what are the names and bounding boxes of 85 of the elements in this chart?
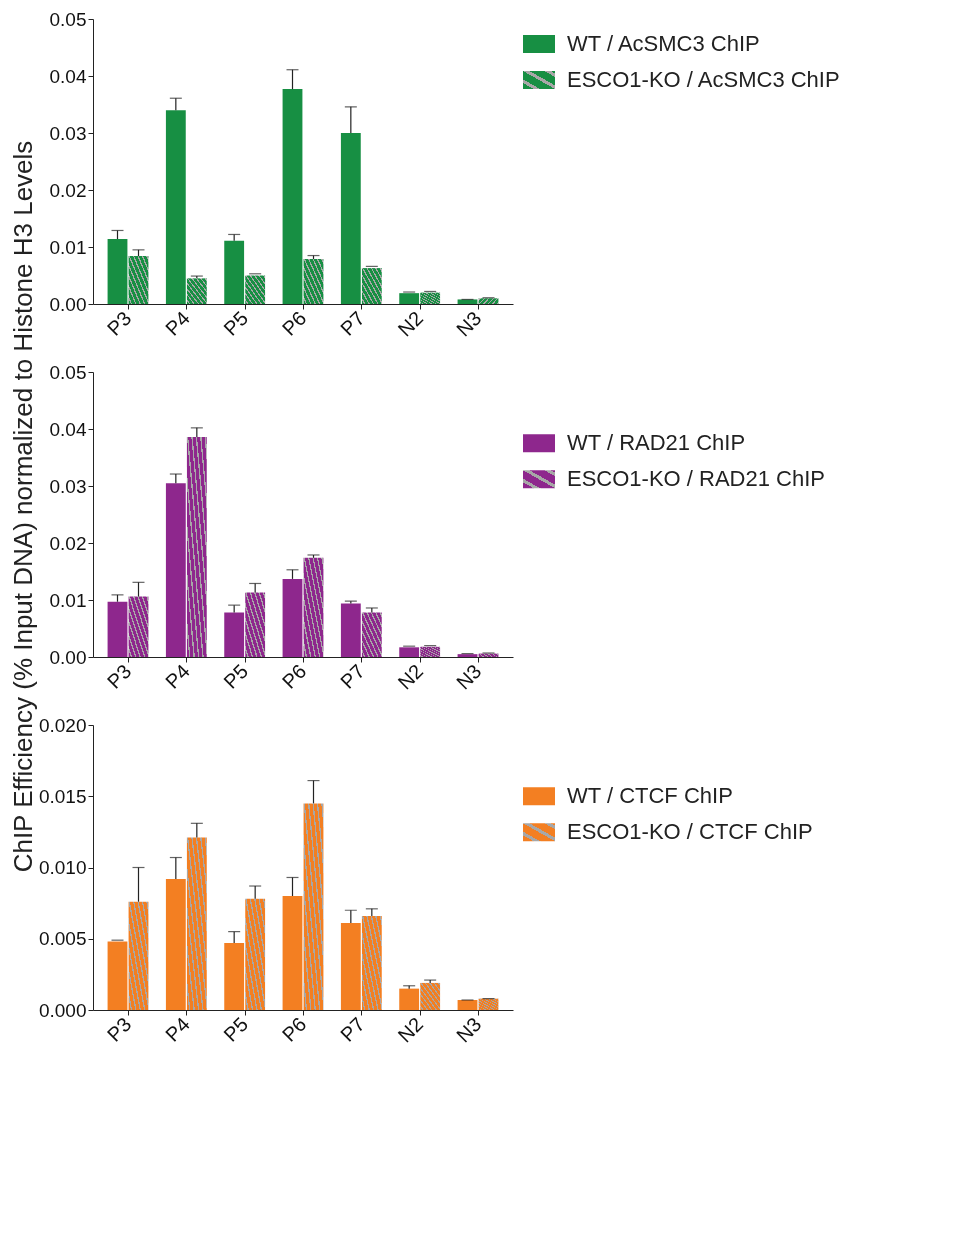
bar — [361, 268, 382, 304]
y-tick-label: 0.01 — [49, 589, 87, 611]
y-tick-label: 0.02 — [49, 532, 87, 554]
y-tick-label: 0.000 — [38, 999, 87, 1021]
bar — [128, 596, 149, 657]
bar — [303, 803, 324, 1010]
legend-label: WT / AcSMC3 ChIP — [567, 31, 760, 56]
y-tick-label: 0.05 — [49, 361, 87, 383]
bar — [361, 612, 382, 657]
x-tick-label: P5 — [219, 1013, 253, 1046]
bar — [478, 998, 499, 1010]
bar — [399, 988, 420, 1010]
x-tick-label: N2 — [393, 307, 428, 341]
y-tick-label: 0.010 — [38, 857, 87, 878]
bar — [128, 901, 149, 1010]
bar — [303, 258, 324, 304]
bar — [165, 878, 186, 1010]
bar — [165, 110, 186, 304]
y-tick-label: 0.01 — [49, 236, 87, 258]
bar — [340, 603, 361, 657]
x-tick-label: P6 — [277, 660, 311, 693]
legend-label: ESCO1-KO / RAD21 ChIP — [567, 466, 825, 492]
bar — [457, 654, 478, 657]
legend-label: WT / RAD21 ChIP — [567, 430, 746, 456]
bar — [340, 133, 361, 304]
y-tick-label: 0.05 — [49, 8, 87, 30]
x-tick-label: N3 — [451, 1013, 486, 1047]
bar — [186, 436, 207, 657]
x-tick-label: P7 — [336, 660, 369, 693]
bar — [282, 896, 303, 1010]
x-tick-label: P4 — [161, 1013, 194, 1046]
x-tick-label: P6 — [277, 1013, 311, 1046]
y-tick-label: 0.02 — [49, 179, 87, 201]
y-tick-label: 0.03 — [49, 122, 87, 144]
x-tick-label: N3 — [451, 307, 486, 341]
y-tick-label: 0.03 — [49, 475, 87, 497]
x-tick-label: P5 — [219, 307, 253, 340]
x-tick-label: N2 — [393, 660, 428, 694]
bar — [399, 647, 420, 657]
x-tick-label: P4 — [161, 660, 194, 693]
bar — [165, 483, 186, 657]
x-tick-label: N2 — [393, 1013, 428, 1047]
y-tick-label: 0.04 — [49, 65, 87, 87]
bar — [282, 89, 303, 304]
bar — [340, 923, 361, 1010]
y-tick-label: 0.005 — [38, 928, 87, 950]
bar — [361, 915, 382, 1010]
bar — [224, 240, 245, 304]
x-tick-label: P7 — [336, 307, 369, 340]
bar — [420, 292, 441, 304]
bar — [457, 1000, 478, 1010]
bar — [186, 278, 207, 304]
legend-label: ESCO1-KO / CTCF ChIP — [567, 819, 813, 845]
bar — [282, 578, 303, 657]
bar — [107, 601, 128, 657]
x-tick-label: P7 — [336, 1013, 369, 1046]
bar — [420, 982, 441, 1010]
y-tick-label: 0.015 — [38, 785, 87, 807]
legend-label: WT / CTCF ChIP — [567, 783, 733, 809]
x-tick-label: P3 — [102, 307, 136, 340]
bar — [420, 646, 441, 657]
y-tick-label: 0.00 — [49, 646, 87, 668]
x-tick-label: P3 — [102, 660, 136, 693]
bar — [245, 592, 266, 657]
legend-label: ESCO1-KO / AcSMC3 ChIP — [567, 67, 840, 92]
bar — [245, 898, 266, 1010]
y-tick-label: 0.00 — [49, 293, 87, 315]
bar — [224, 943, 245, 1010]
bar — [186, 837, 207, 1010]
x-tick-label: P3 — [102, 1013, 136, 1046]
x-tick-label: P6 — [277, 307, 311, 340]
y-tick-label: 0.04 — [49, 418, 87, 440]
x-tick-label: N3 — [451, 660, 486, 694]
bar — [107, 941, 128, 1010]
bar — [245, 275, 266, 304]
x-tick-label: P4 — [161, 307, 194, 340]
bar — [478, 298, 499, 304]
bar — [399, 293, 420, 304]
bar — [224, 612, 245, 657]
y-tick-label: 0.020 — [38, 714, 87, 736]
y-axis-title: ChIP Efficiency (% Input DNA) normalized to Histone H3 Levels — [8, 140, 38, 873]
bar — [107, 239, 128, 304]
x-tick-label: P5 — [219, 660, 253, 693]
bar — [128, 256, 149, 304]
bar — [303, 557, 324, 657]
